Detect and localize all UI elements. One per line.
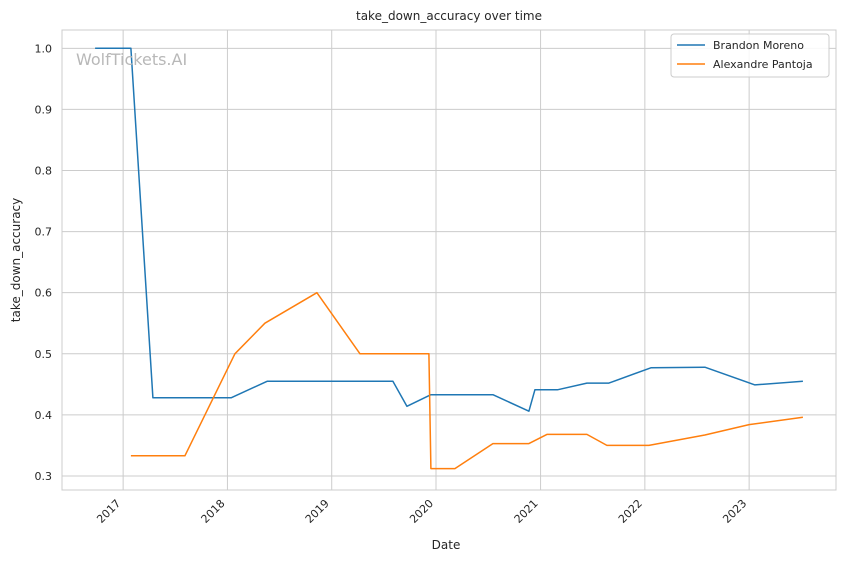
- y-axis: 0.3 0.4 0.5 0.6 0.7 0.8 0.9 1.0: [35, 42, 53, 483]
- legend-label-brandon-moreno: Brandon Moreno: [713, 39, 804, 52]
- y-tick-label: 0.6: [35, 287, 53, 300]
- x-tick-label: 2019: [303, 497, 332, 526]
- series-layer: [95, 47, 804, 470]
- y-tick-label: 0.8: [35, 165, 53, 178]
- y-tick-label: 1.0: [35, 42, 53, 55]
- legend: Brandon Moreno Alexandre Pantoja: [670, 33, 830, 78]
- grid: [62, 30, 836, 490]
- y-tick-label: 0.9: [35, 103, 53, 116]
- legend-box: [670, 33, 830, 78]
- legend-label-alexandre-pantoja: Alexandre Pantoja: [713, 58, 813, 71]
- chart-title: take_down_accuracy over time: [356, 9, 542, 23]
- series-line-brandon-moreno: [95, 47, 803, 412]
- y-tick-label: 0.3: [35, 470, 53, 483]
- y-tick-label: 0.7: [35, 226, 53, 239]
- series-line-alexandre-pantoja: [130, 291, 804, 470]
- x-tick-label: 2021: [512, 497, 541, 526]
- watermark: WolfTickets.AI: [76, 50, 187, 69]
- x-tick-label: 2017: [94, 497, 123, 526]
- x-tick-label: 2022: [616, 497, 645, 526]
- x-tick-label: 2018: [199, 497, 228, 526]
- y-tick-label: 0.5: [35, 348, 53, 361]
- y-tick-label: 0.4: [35, 409, 53, 422]
- plot-frame: [61, 29, 837, 491]
- plot-background: [62, 30, 836, 490]
- x-axis: 2017 2018 2019 2020 2021 2022 2023: [94, 497, 749, 526]
- x-tick-label: 2020: [407, 497, 436, 526]
- x-tick-label: 2023: [720, 497, 749, 526]
- x-axis-label: Date: [432, 538, 461, 552]
- y-axis-label: take_down_accuracy: [9, 198, 23, 322]
